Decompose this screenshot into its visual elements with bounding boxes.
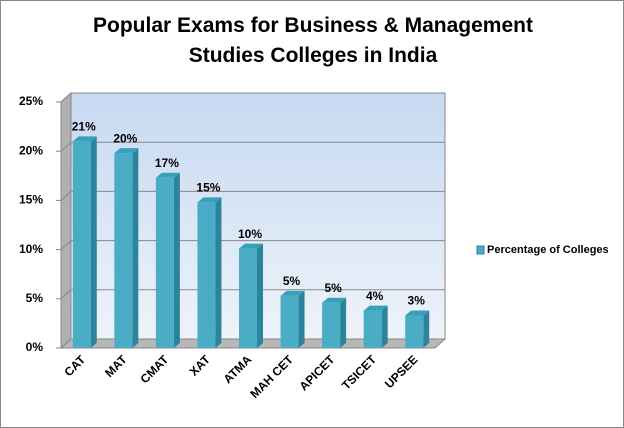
value-label: 17% bbox=[155, 156, 179, 170]
y-tick-label: 0% bbox=[26, 340, 44, 354]
bar bbox=[363, 310, 382, 348]
x-tick-label: CAT bbox=[61, 352, 88, 379]
bar bbox=[322, 302, 341, 348]
value-label: 15% bbox=[196, 181, 220, 195]
x-tick-label: MAT bbox=[102, 352, 130, 380]
bar bbox=[280, 295, 299, 348]
x-tick-label: TSICET bbox=[339, 352, 380, 393]
grid-line bbox=[60, 338, 72, 349]
bar-top bbox=[72, 136, 97, 142]
grid-line bbox=[60, 289, 72, 300]
x-tick-label: XAT bbox=[187, 352, 214, 379]
value-label: 21% bbox=[72, 120, 96, 134]
value-label: 5% bbox=[324, 281, 342, 295]
bar-side bbox=[298, 290, 305, 348]
x-tick-label: MAH CET bbox=[247, 352, 296, 401]
bar bbox=[72, 141, 91, 348]
bar-top bbox=[114, 148, 139, 154]
legend-swatch bbox=[476, 245, 485, 255]
value-label: 4% bbox=[366, 289, 384, 303]
value-label: 5% bbox=[283, 274, 301, 288]
x-tick-label: CMAT bbox=[137, 352, 171, 386]
bar-side bbox=[340, 297, 347, 348]
value-label: 3% bbox=[408, 294, 426, 308]
grid-line bbox=[60, 191, 72, 201]
value-label: 20% bbox=[113, 131, 137, 145]
bar-side bbox=[132, 148, 139, 348]
bar-side bbox=[257, 243, 263, 348]
legend-label: Percentage of Colleges bbox=[487, 244, 609, 256]
bar-side bbox=[90, 136, 97, 348]
grid-line bbox=[60, 92, 72, 103]
y-tick-label: 15% bbox=[19, 193, 43, 207]
bar bbox=[405, 315, 424, 348]
bar-top bbox=[239, 243, 263, 249]
value-label: 10% bbox=[238, 227, 262, 241]
bar-top bbox=[322, 297, 347, 303]
chart-title: Popular Exams for Business & Management … bbox=[93, 14, 533, 67]
bar-top bbox=[363, 305, 388, 311]
y-tick-label: 5% bbox=[26, 291, 44, 305]
y-tick-label: 20% bbox=[19, 143, 43, 157]
x-tick-label: UPSEE bbox=[382, 352, 421, 391]
bar bbox=[239, 248, 257, 348]
grid-line bbox=[60, 141, 72, 152]
bar bbox=[114, 153, 133, 348]
bar bbox=[197, 202, 216, 348]
side-wall bbox=[60, 91, 72, 350]
x-tick-label: APICET bbox=[296, 352, 337, 393]
bar-side bbox=[173, 172, 180, 348]
bar-side bbox=[215, 197, 222, 348]
bar-top bbox=[155, 172, 180, 178]
y-tick-label: 25% bbox=[19, 94, 43, 108]
y-tick-label: 10% bbox=[19, 242, 43, 256]
bar-side bbox=[423, 310, 430, 348]
bar-side bbox=[381, 305, 388, 348]
bar-top bbox=[197, 197, 222, 203]
bar-top bbox=[280, 290, 305, 296]
grid-line bbox=[60, 240, 72, 250]
bar bbox=[155, 177, 174, 348]
bar-top bbox=[405, 310, 430, 316]
x-tick-label: ATMA bbox=[221, 352, 255, 386]
